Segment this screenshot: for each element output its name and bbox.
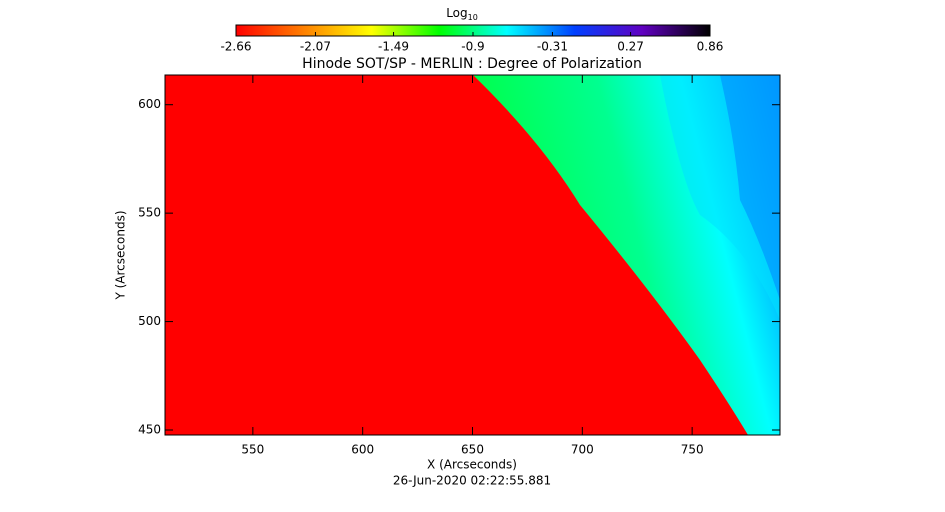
colorbar-tick-label: -2.66 bbox=[220, 40, 251, 54]
colorbar-tick-label: -2.07 bbox=[300, 40, 331, 54]
colorbar-label: Log10 bbox=[446, 6, 478, 22]
x-axis-label: X (Arcseconds) bbox=[427, 458, 517, 472]
x-tick-label: 650 bbox=[461, 443, 484, 457]
x-tick-label: 600 bbox=[351, 443, 374, 457]
y-tick-label: 600 bbox=[138, 97, 161, 111]
chart-title: Hinode SOT/SP - MERLIN : Degree of Polar… bbox=[302, 56, 642, 72]
colorbar-tick-label: -1.49 bbox=[378, 40, 409, 54]
colorbar-label-sub: 10 bbox=[468, 13, 478, 22]
offlimb-outer bbox=[720, 75, 780, 300]
x-tick-label: 550 bbox=[241, 443, 264, 457]
colorbar-label-main: Log bbox=[446, 6, 467, 20]
colorbar-tick-label: -0.9 bbox=[461, 40, 484, 54]
y-tick-label: 450 bbox=[138, 423, 161, 437]
solar-image bbox=[165, 75, 780, 435]
x-tick-label: 700 bbox=[571, 443, 594, 457]
colorbar-tick-label: -0.31 bbox=[537, 40, 568, 54]
date-label: 26-Jun-2020 02:22:55.881 bbox=[393, 474, 551, 488]
x-tick-label: 750 bbox=[681, 443, 704, 457]
y-tick-label: 550 bbox=[138, 206, 161, 220]
colorbar-tick-label: 0.86 bbox=[697, 40, 724, 54]
y-axis-label: Y (Arcseconds) bbox=[114, 210, 128, 300]
y-tick-label: 500 bbox=[138, 314, 161, 328]
colorbar-tick-label: 0.27 bbox=[617, 40, 644, 54]
